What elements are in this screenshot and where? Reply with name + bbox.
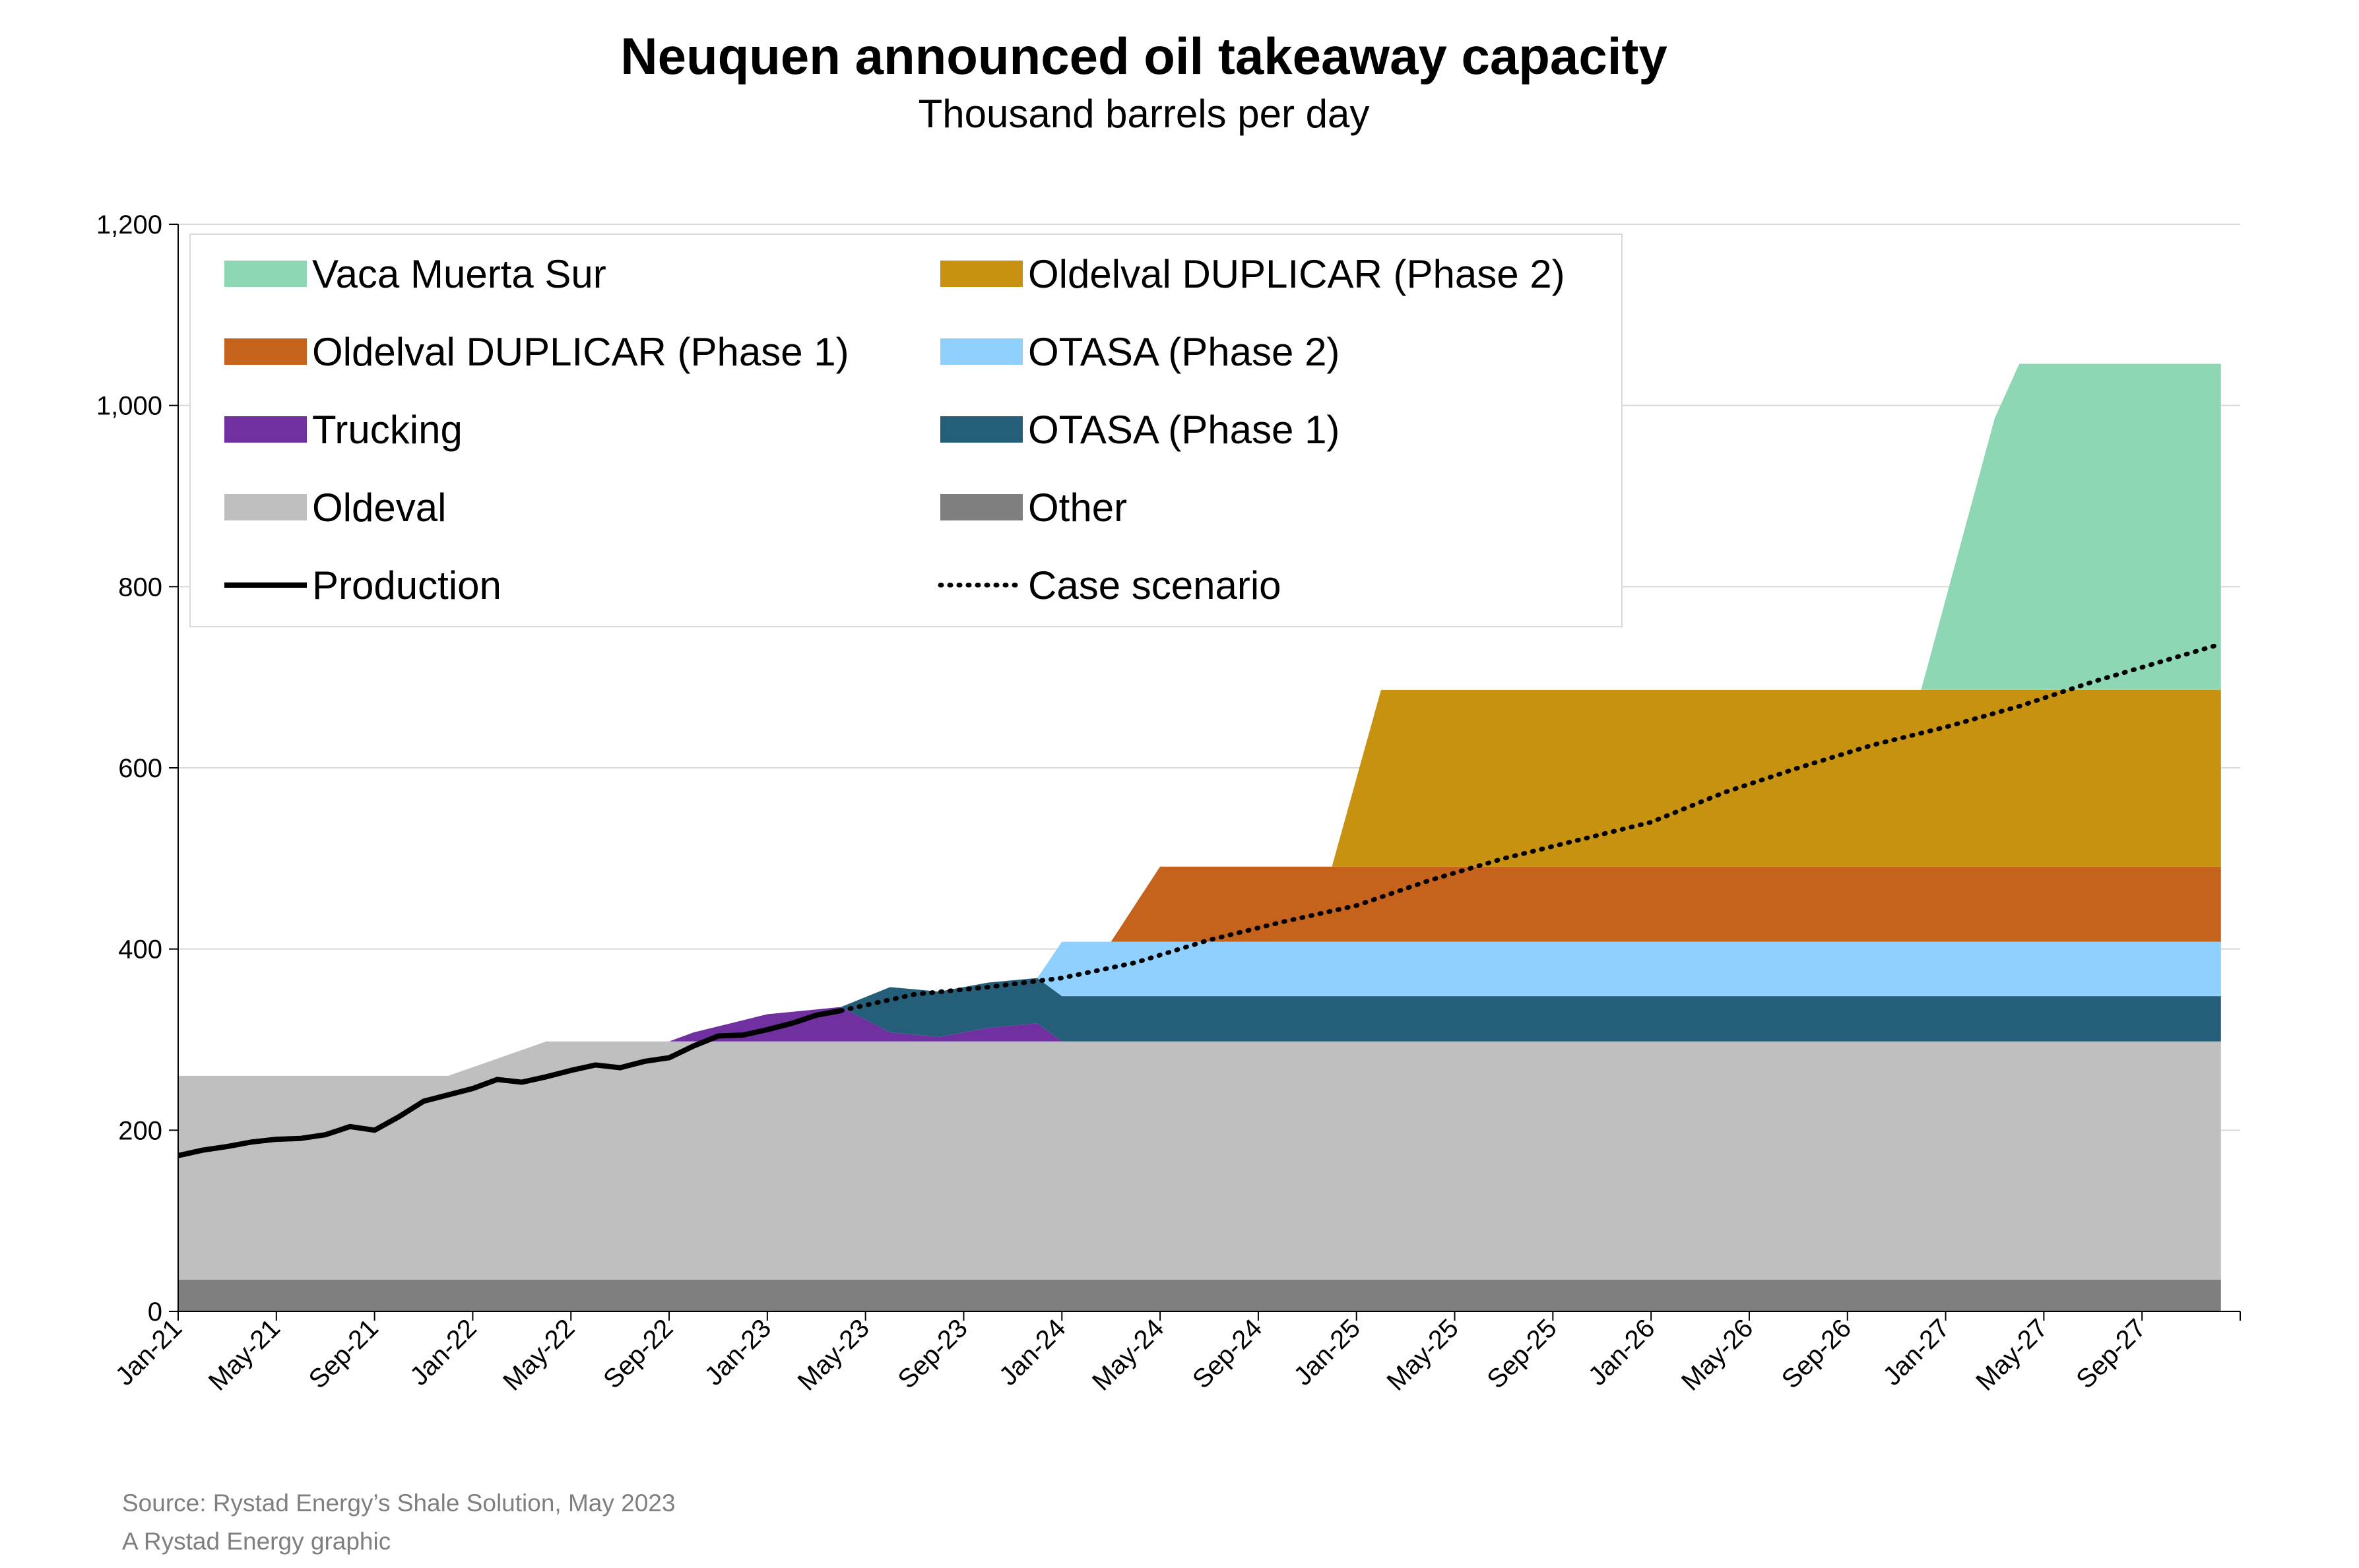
legend-label: Trucking xyxy=(312,408,463,452)
legend-label: Oldelval DUPLICAR (Phase 2) xyxy=(1028,252,1565,296)
area-oldeval xyxy=(178,1041,2221,1280)
x-tick-label: Sep-21 xyxy=(304,1313,384,1394)
x-tick-label: May-22 xyxy=(498,1313,580,1396)
legend-box xyxy=(189,234,1623,627)
y-tick-label: 1,000 xyxy=(96,392,162,421)
legend-label: Oldeval xyxy=(312,486,446,530)
area-series xyxy=(178,363,2221,1311)
x-tick-label: Sep-23 xyxy=(893,1313,973,1394)
x-tick-label: Jan-27 xyxy=(1877,1313,1955,1391)
chart-title: Neuquen announced oil takeaway capacity xyxy=(620,27,1667,85)
x-tick-label: Jan-22 xyxy=(404,1313,482,1391)
area-otasa-phase-2- xyxy=(178,941,2221,1076)
x-tick-label: Sep-24 xyxy=(1187,1313,1268,1394)
area-oldelval-duplicar-phase-2- xyxy=(178,689,2221,1076)
legend-label: Production xyxy=(312,563,501,608)
legend-swatch xyxy=(224,416,307,443)
legend-label: Case scenario xyxy=(1028,563,1281,608)
x-tick-label: Jan-26 xyxy=(1583,1313,1661,1391)
area-otasa-phase-1- xyxy=(178,978,2221,1076)
chart-subtitle: Thousand barrels per day xyxy=(918,92,1370,136)
y-tick-label: 800 xyxy=(118,573,162,602)
legend-label: OTASA (Phase 1) xyxy=(1028,408,1340,452)
y-tick-label: 1,200 xyxy=(96,210,162,239)
footer: Source: Rystad Energy’s Shale Solution, … xyxy=(122,1484,675,1561)
x-tick-label: May-26 xyxy=(1676,1313,1759,1396)
line-production xyxy=(178,1008,842,1158)
credit-note: A Rystad Energy graphic xyxy=(122,1528,391,1555)
y-tick-label: 0 xyxy=(148,1298,162,1327)
x-tick-label: Sep-22 xyxy=(598,1313,678,1394)
x-tick-label: May-27 xyxy=(1970,1313,2053,1396)
source-note: Source: Rystad Energy’s Shale Solution, … xyxy=(122,1490,676,1517)
x-tick-label: May-24 xyxy=(1087,1313,1169,1396)
x-tick-label: Jan-25 xyxy=(1288,1313,1366,1391)
legend-label: Other xyxy=(1028,486,1127,530)
area-other xyxy=(178,1279,2221,1311)
legend-swatch xyxy=(224,494,307,520)
legend-label: Vaca Muerta Sur xyxy=(312,252,606,296)
x-tick-label: Sep-25 xyxy=(1481,1313,1562,1394)
area-oldelval-duplicar-phase-1- xyxy=(178,866,2221,1076)
line-case-scenario xyxy=(838,643,2218,1013)
legend-swatch xyxy=(940,416,1023,443)
legend-swatch xyxy=(224,261,307,287)
legend-swatch xyxy=(224,338,307,365)
legend-label: OTASA (Phase 2) xyxy=(1028,330,1340,374)
legend-label: Oldelval DUPLICAR (Phase 1) xyxy=(312,330,849,374)
x-tick-label: Sep-27 xyxy=(2071,1313,2151,1394)
y-tick-label: 600 xyxy=(118,754,162,783)
legend-swatch xyxy=(940,261,1023,287)
x-tick-label: May-23 xyxy=(792,1313,875,1396)
x-tick-label: Sep-26 xyxy=(1776,1313,1857,1394)
legend-swatch xyxy=(940,338,1023,365)
legend: Vaca Muerta Sur Oldelval DUPLICAR (Phase … xyxy=(189,234,1623,627)
x-tick-label: May-25 xyxy=(1381,1313,1464,1396)
legend-swatch xyxy=(940,494,1023,520)
y-tick-label: 400 xyxy=(118,935,162,964)
x-tick-label: May-21 xyxy=(203,1313,286,1396)
line-series xyxy=(178,643,2218,1158)
x-tick-label: Jan-24 xyxy=(994,1313,1072,1391)
area-vaca-muerta-sur xyxy=(178,363,2221,1076)
y-tick-label: 200 xyxy=(118,1116,162,1145)
x-tick-label: Jan-23 xyxy=(699,1313,777,1391)
